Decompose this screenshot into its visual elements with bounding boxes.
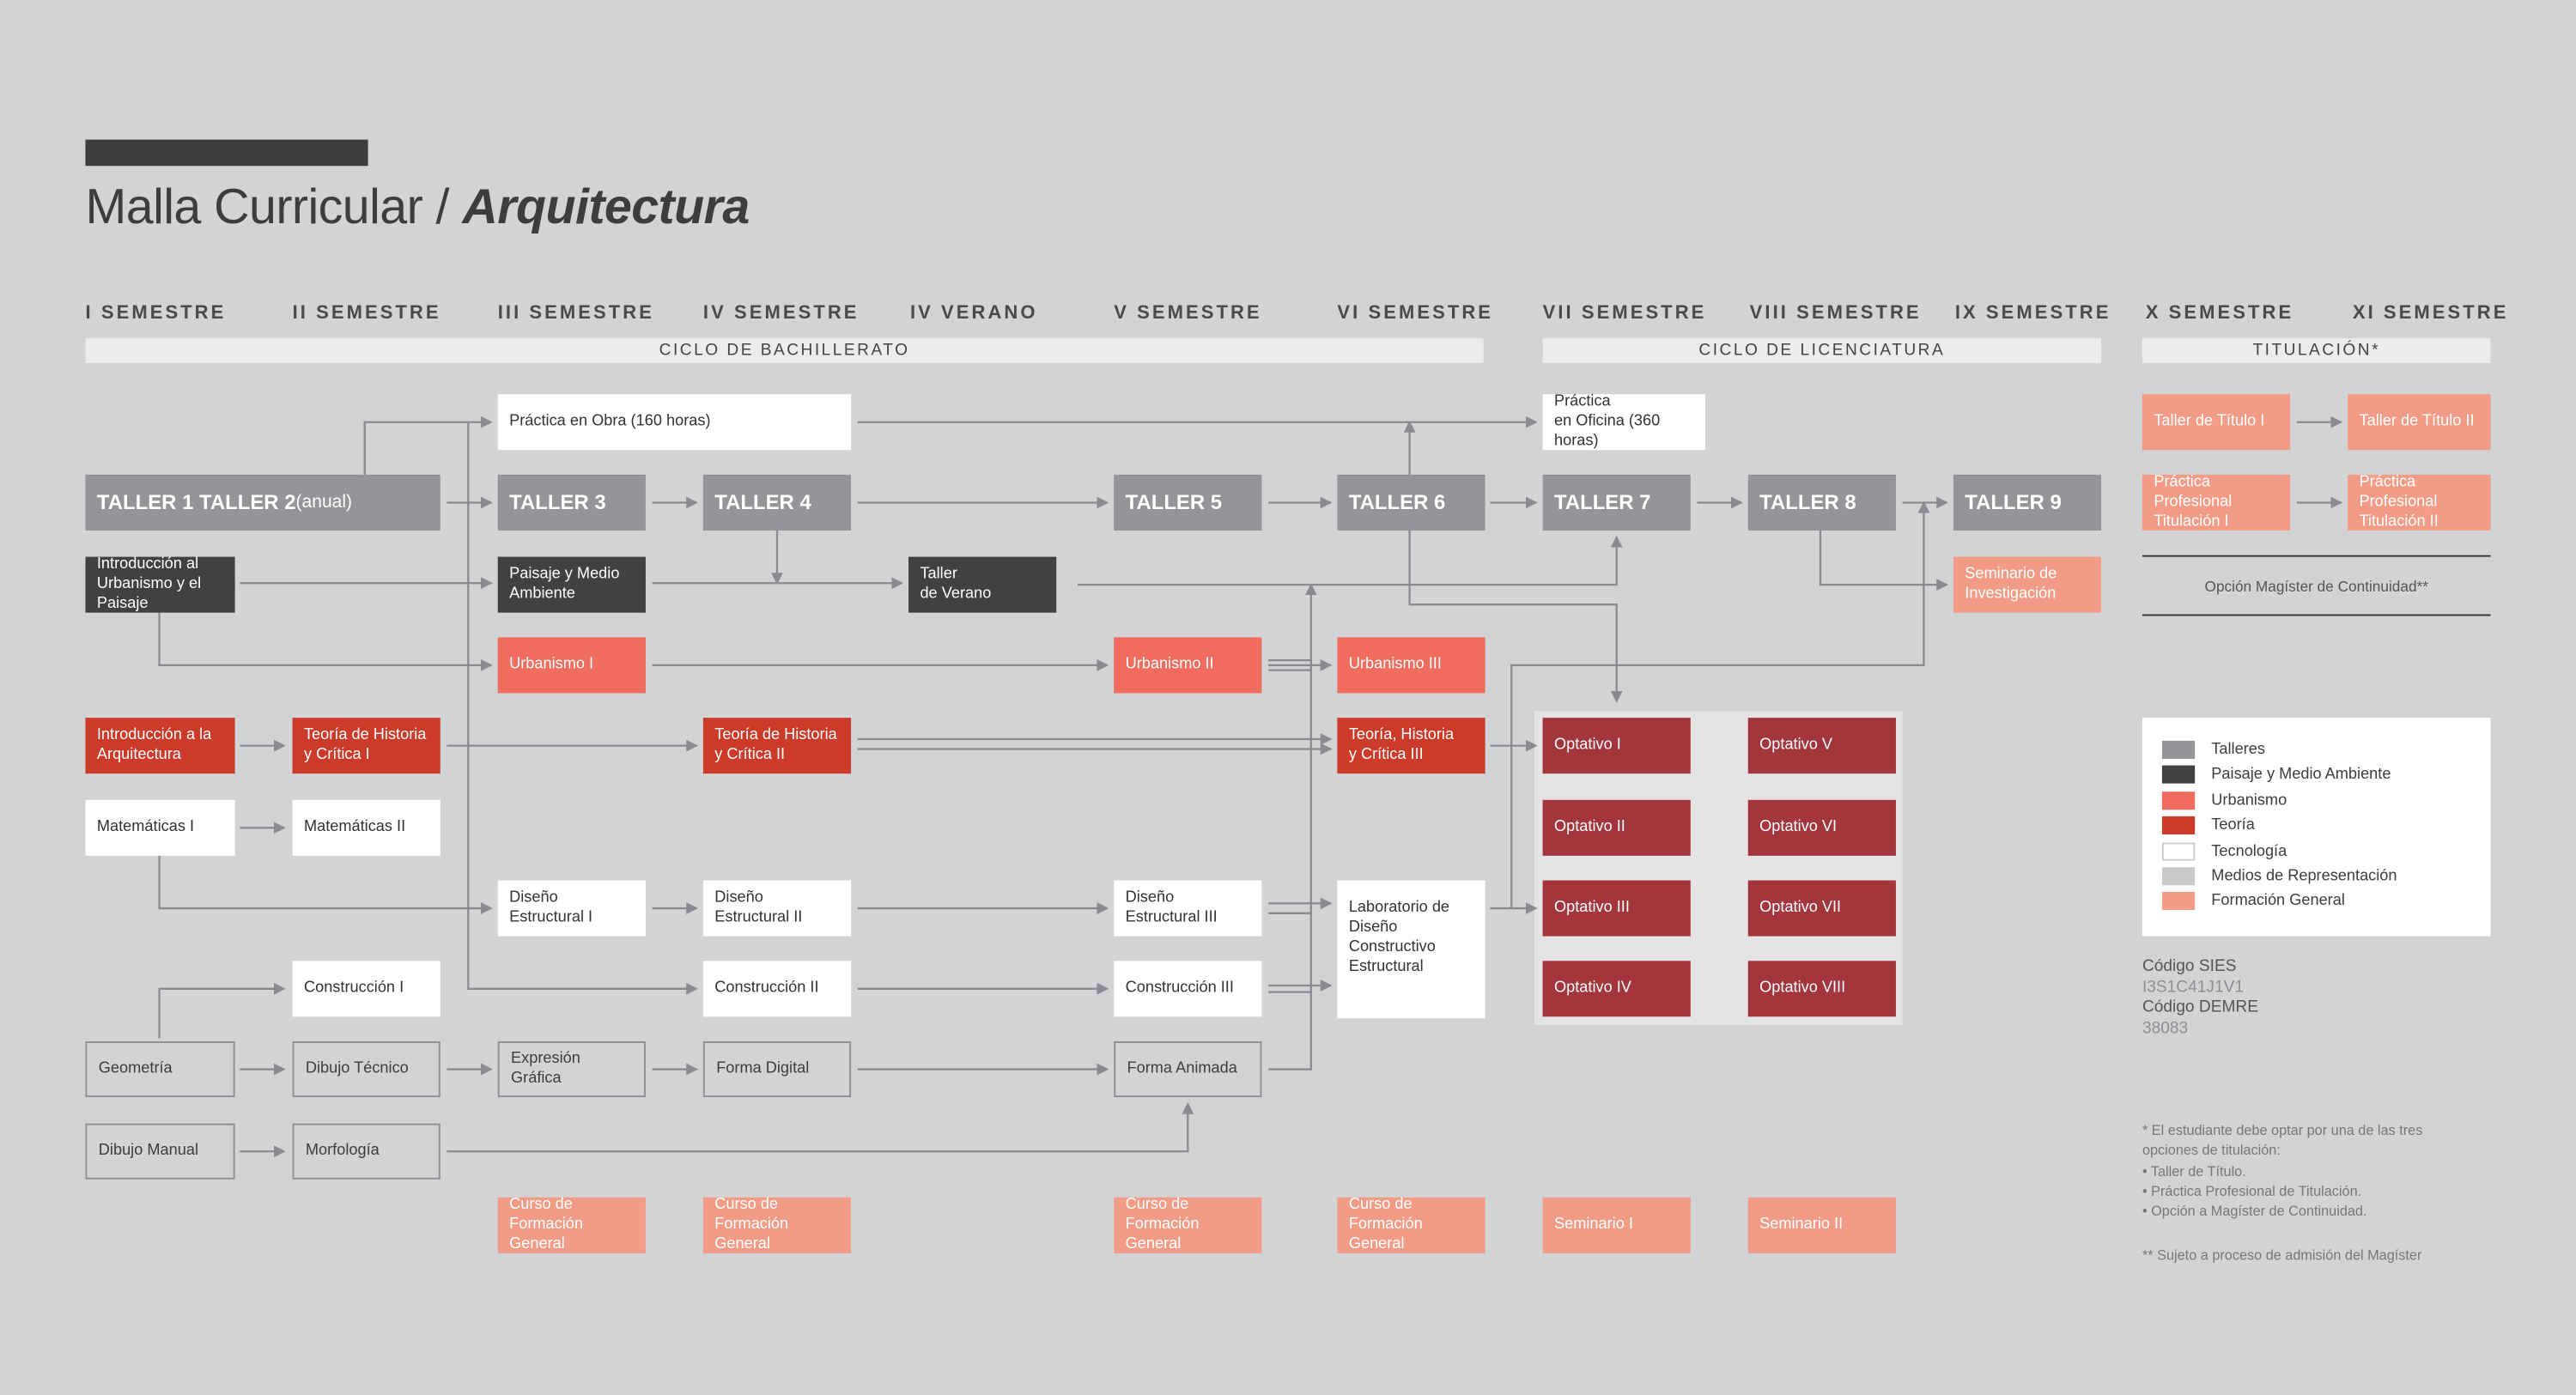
course-dibujo-manual: Dibujo Manual [85, 1123, 235, 1180]
course-laboratorio-diseno: Laboratorio de Diseño Constructivo Estru… [1337, 880, 1485, 1019]
course-optativo: Optativo III [1542, 880, 1691, 937]
course-optativo: Optativo V [1747, 718, 1896, 774]
demre-value: 38083 [2142, 1019, 2189, 1038]
course-practica-obra: Práctica en Obra (160 horas) [497, 394, 852, 451]
course-taller-4: TALLER 4 [702, 474, 852, 531]
demre-label: Código DEMRE [2142, 998, 2259, 1017]
course-intro-arquitectura: Introducción a la Arquitectura [85, 718, 235, 774]
course-taller-7: TALLER 7 [1542, 474, 1691, 531]
course-taller-3: TALLER 3 [497, 474, 646, 531]
course-taller-8: TALLER 8 [1747, 474, 1896, 531]
course-teoria-3: Teoría, Historia y Crítica III [1337, 718, 1485, 774]
cycle-licenciatura: CICLO DE LICENCIATURA [1542, 338, 2102, 363]
program-codes: Código SIES I3S1C41J1V1 Código DEMRE 380… [2142, 957, 2258, 1040]
course-formacion-general: Curso de Formación General [1337, 1196, 1485, 1253]
legend: Talleres Paisaje y Medio Ambiente Urbani… [2142, 718, 2491, 937]
course-formacion-general: Curso de Formación General [497, 1196, 646, 1253]
course-taller-5: TALLER 5 [1114, 474, 1262, 531]
legend-item: Formación General [2161, 891, 2345, 910]
course-optativo: Optativo I [1542, 718, 1691, 774]
course-construccion-1: Construcción I [292, 961, 440, 1017]
cycle-titulacion: TITULACIÓN* [2142, 338, 2491, 363]
course-construccion-2: Construcción II [702, 961, 852, 1017]
semester-header: VII SEMESTRE [1542, 303, 1707, 324]
course-construccion-3: Construcción III [1114, 961, 1262, 1017]
semester-header: IX SEMESTRE [1954, 303, 2111, 324]
course-urbanismo-2: Urbanismo II [1114, 637, 1262, 694]
course-matematicas-2: Matemáticas II [292, 799, 440, 856]
course-taller-9: TALLER 9 [1953, 474, 2102, 531]
footnote-titulacion: * El estudiante debe optar por una de la… [2142, 1121, 2423, 1220]
magister-option: Opción Magíster de Continuidad** [2142, 555, 2491, 616]
course-seminario-investigacion: Seminario de Investigación [1953, 556, 2102, 613]
course-forma-animada: Forma Animada [1114, 1041, 1262, 1098]
course-formacion-general: Curso de Formación General [702, 1196, 852, 1253]
semester-header: II SEMESTRE [292, 303, 441, 324]
course-teoria-2: Teoría de Historia y Crítica II [702, 718, 852, 774]
sies-label: Código SIES [2142, 957, 2237, 976]
course-geometria: Geometría [85, 1041, 235, 1098]
semester-header: VI SEMESTRE [1337, 303, 1494, 324]
course-practica-titulacion-1: Práctica Profesional Titulación I [2142, 473, 2291, 531]
semester-header: V SEMESTRE [1114, 303, 1262, 324]
course-practica-oficina: Práctica en Oficina (360 horas) [1542, 392, 1706, 451]
footnote-magister: ** Sujeto a proceso de admisión del Magí… [2142, 1246, 2422, 1264]
legend-swatch [2161, 792, 2196, 810]
semester-header: III SEMESTRE [497, 303, 654, 324]
legend-item: Teoría [2161, 816, 2255, 834]
course-urbanismo-1: Urbanismo I [497, 637, 646, 694]
course-matematicas-1: Matemáticas I [85, 799, 235, 856]
legend-swatch [2161, 740, 2196, 759]
legend-item: Urbanismo [2161, 792, 2287, 810]
semester-header: I SEMESTRE [85, 303, 227, 324]
legend-item: Talleres [2161, 740, 2265, 759]
course-optativo: Optativo VIII [1747, 961, 1896, 1017]
semester-header: VIII SEMESTRE [1749, 303, 1922, 324]
course-practica-titulacion-2: Práctica Profesional Titulación II [2348, 473, 2491, 531]
course-taller-6: TALLER 6 [1337, 474, 1485, 531]
course-diseno-estructural-1: Diseño Estructural I [497, 880, 646, 937]
course-dibujo-tecnico: Dibujo Técnico [292, 1041, 440, 1098]
semester-header: X SEMESTRE [2145, 303, 2294, 324]
header-bar [85, 139, 368, 167]
legend-swatch [2161, 765, 2196, 784]
sies-value: I3S1C41J1V1 [2142, 978, 2245, 997]
course-paisaje-medio-ambiente: Paisaje y Medio Ambiente [497, 556, 646, 613]
semester-header: IV VERANO [909, 303, 1038, 324]
course-taller-verano: Taller de Verano [908, 556, 1057, 613]
legend-swatch [2161, 891, 2196, 910]
course-optativo: Optativo VI [1747, 799, 1896, 856]
course-teoria-1: Teoría de Historia y Crítica I [292, 718, 440, 774]
course-taller-titulo-1: Taller de Título I [2142, 394, 2291, 451]
course-expresion-grafica: Expresión Gráfica [497, 1041, 646, 1098]
legend-item: Tecnología [2161, 842, 2287, 861]
course-seminario-1: Seminario I [1542, 1197, 1691, 1253]
course-taller-1-2: TALLER 1 TALLER 2 (anual) [85, 474, 440, 531]
course-diseno-estructural-2: Diseño Estructural II [702, 880, 852, 937]
semester-header: XI SEMESTRE [2352, 303, 2509, 324]
legend-item: Paisaje y Medio Ambiente [2161, 765, 2391, 784]
legend-swatch [2161, 842, 2196, 861]
cycle-bachillerato: CICLO DE BACHILLERATO [85, 338, 1484, 363]
legend-item: Medios de Representación [2161, 867, 2397, 886]
legend-swatch [2161, 816, 2196, 834]
page-title: Malla Curricular / Arquitectura [85, 180, 750, 235]
semester-header: IV SEMESTRE [702, 303, 860, 324]
course-forma-digital: Forma Digital [702, 1041, 852, 1098]
course-diseno-estructural-3: Diseño Estructural III [1114, 880, 1262, 937]
course-optativo: Optativo II [1542, 799, 1691, 856]
course-formacion-general: Curso de Formación General [1114, 1196, 1262, 1253]
course-morfologia: Morfología [292, 1123, 440, 1180]
course-optativo: Optativo IV [1542, 961, 1691, 1017]
course-urbanismo-3: Urbanismo III [1337, 637, 1485, 694]
course-intro-urbanismo: Introducción al Urbanismo y el Paisaje [85, 555, 235, 613]
course-seminario-2: Seminario II [1747, 1197, 1896, 1253]
course-optativo: Optativo VII [1747, 880, 1896, 937]
legend-swatch [2161, 867, 2196, 886]
course-taller-titulo-2: Taller de Título II [2348, 394, 2491, 451]
